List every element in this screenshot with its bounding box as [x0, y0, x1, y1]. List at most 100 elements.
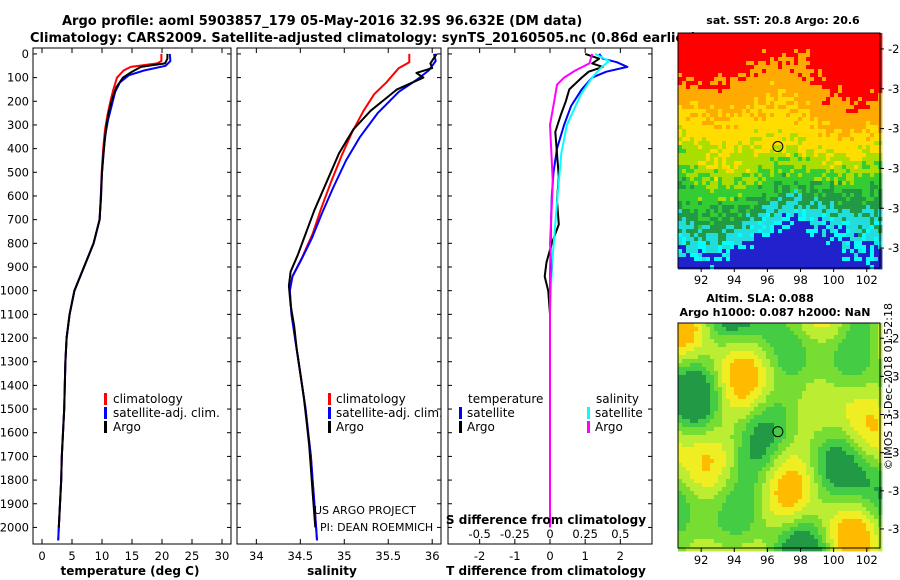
map-cell: [706, 113, 711, 118]
map-cell: [690, 81, 695, 86]
map-cell: [746, 447, 751, 452]
map-cell: [730, 213, 735, 218]
map-cell: [714, 97, 719, 102]
map-cell: [678, 125, 683, 130]
map-cell: [742, 253, 747, 258]
map-cell: [810, 447, 815, 452]
map-cell: [754, 169, 759, 174]
map-cell: [698, 427, 703, 432]
map-cell: [802, 371, 807, 376]
map-cell: [870, 391, 875, 396]
map-cell: [822, 129, 827, 134]
map-cell: [862, 197, 867, 202]
map-cell: [758, 213, 763, 218]
map-cell: [822, 109, 827, 114]
map-cell: [770, 447, 775, 452]
map-cell: [826, 443, 831, 448]
series-temperature-satellite: [549, 53, 629, 528]
map-cell: [798, 229, 803, 234]
map-cell: [778, 229, 783, 234]
map-cell: [802, 209, 807, 214]
map-cell: [818, 137, 823, 142]
map-cell: [814, 145, 819, 150]
map-cell: [786, 241, 791, 246]
map-cell: [814, 379, 819, 384]
map-cell: [838, 161, 843, 166]
map-cell: [818, 447, 823, 452]
map-cell: [806, 237, 811, 242]
map-cell: [818, 253, 823, 258]
map-cell: [830, 185, 835, 190]
map-cell: [682, 399, 687, 404]
map-cell: [718, 387, 723, 392]
map-cell: [738, 117, 743, 122]
map-cell: [686, 157, 691, 162]
map-cell: [766, 129, 771, 134]
map-cell: [818, 435, 823, 440]
map-cell: [766, 379, 771, 384]
map-cell: [842, 209, 847, 214]
map-cell: [734, 69, 739, 74]
map-cell: [742, 427, 747, 432]
map-cell: [714, 383, 719, 388]
map-cell: [694, 391, 699, 396]
map-cell: [806, 335, 811, 340]
map-cell: [690, 73, 695, 78]
map-cell: [818, 185, 823, 190]
map-cell: [762, 213, 767, 218]
map-cell: [682, 185, 687, 190]
map-cell: [834, 439, 839, 444]
map-cell: [774, 209, 779, 214]
map-cell: [698, 323, 703, 328]
s-tick-label: 0.25: [572, 527, 598, 541]
map-cell: [718, 399, 723, 404]
map-cell: [706, 443, 711, 448]
map-cell: [822, 169, 827, 174]
map-cell: [854, 89, 859, 94]
map-cell: [746, 125, 751, 130]
map-cell: [774, 157, 779, 162]
map-cell: [846, 265, 851, 270]
map-cell: [782, 101, 787, 106]
map-cell: [774, 399, 779, 404]
map-cell: [782, 355, 787, 360]
map-cell: [706, 387, 711, 392]
map-cell: [810, 363, 815, 368]
map-cell: [850, 435, 855, 440]
map-cell: [854, 129, 859, 134]
map-cell: [806, 73, 811, 78]
map-cell: [806, 97, 811, 102]
map-cell: [758, 97, 763, 102]
map-cell: [826, 129, 831, 134]
map-cell: [822, 375, 827, 380]
map-cell: [718, 49, 723, 54]
map-cell: [806, 113, 811, 118]
map-cell: [690, 193, 695, 198]
map-cell: [750, 73, 755, 78]
map-cell: [862, 101, 867, 106]
map-cell: [702, 181, 707, 186]
map-cell: [802, 45, 807, 50]
depth-tick-label: 1200: [0, 331, 29, 345]
map-cell: [746, 435, 751, 440]
map-cell: [690, 347, 695, 352]
map-cell: [702, 45, 707, 50]
map-cell: [854, 355, 859, 360]
map-cell: [758, 113, 763, 118]
map-cell: [754, 77, 759, 82]
map-cell: [814, 177, 819, 182]
map-cell: [754, 225, 759, 230]
map-cell: [802, 149, 807, 154]
map-cell: [726, 399, 731, 404]
map-cell: [734, 399, 739, 404]
map-cell: [702, 237, 707, 242]
map-cell: [718, 53, 723, 58]
map-cell: [802, 85, 807, 90]
map-cell: [806, 371, 811, 376]
map-cell: [738, 257, 743, 262]
map-cell: [782, 253, 787, 258]
map-cell: [822, 447, 827, 452]
map-cell: [722, 391, 727, 396]
map-cell: [862, 331, 867, 336]
map-cell: [850, 37, 855, 42]
